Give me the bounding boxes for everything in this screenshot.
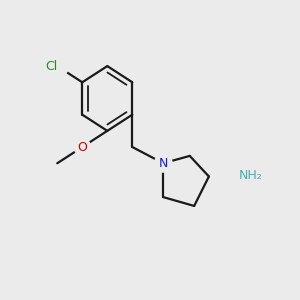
Text: O: O [77,141,87,154]
Text: N: N [159,157,168,170]
Circle shape [46,55,68,77]
Text: NH₂: NH₂ [238,169,262,182]
Circle shape [154,154,172,172]
Circle shape [74,139,91,155]
Text: Cl: Cl [45,60,57,73]
